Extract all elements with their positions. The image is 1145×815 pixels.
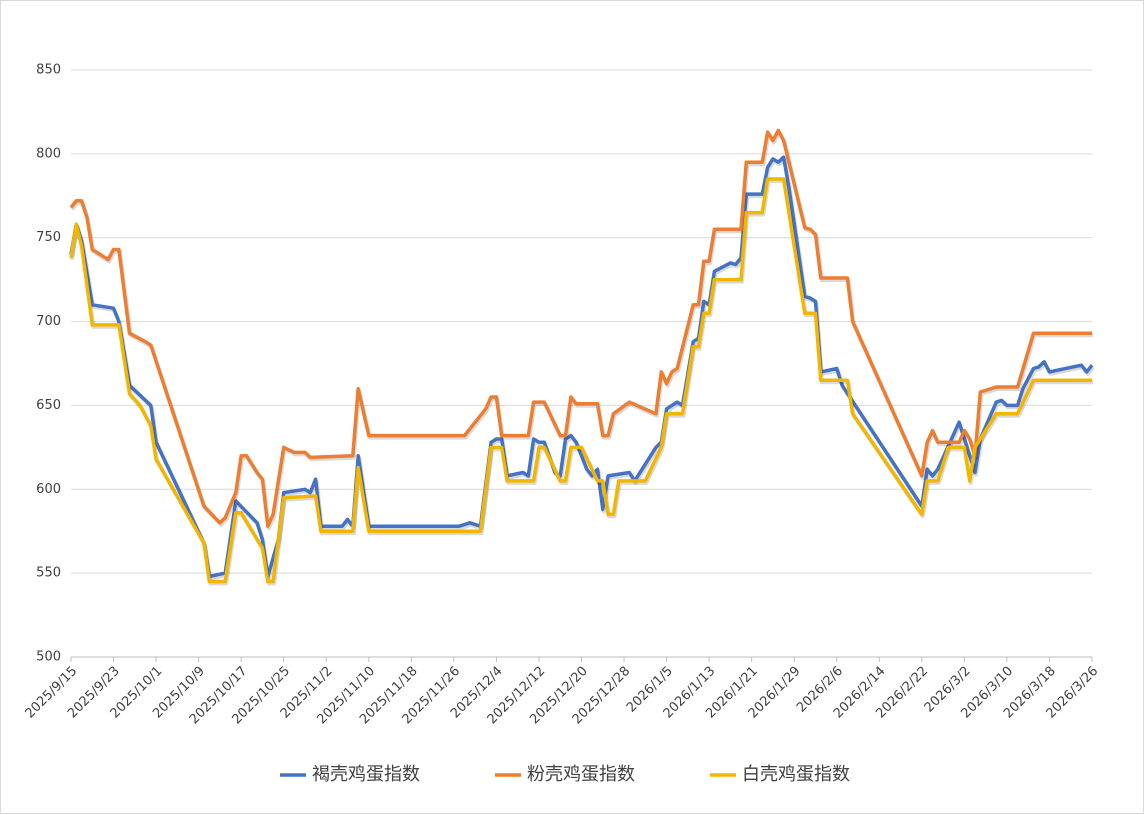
- y-tick-label: 550: [36, 566, 61, 581]
- series-line: [69, 177, 1092, 584]
- y-tick-label: 500: [36, 650, 61, 665]
- legend-label: 白壳鸡蛋指数: [742, 764, 850, 785]
- y-tick-label: 800: [36, 146, 61, 161]
- legend-label: 粉壳鸡蛋指数: [527, 764, 635, 785]
- y-tick-label: 700: [36, 314, 61, 329]
- y-tick-label: 750: [36, 230, 61, 245]
- series-line: [69, 128, 1092, 528]
- y-tick-label: 850: [36, 63, 61, 78]
- y-tick-label: 600: [36, 482, 61, 497]
- legend-label: 褐壳鸡蛋指数: [312, 764, 420, 785]
- y-tick-label: 650: [36, 398, 61, 413]
